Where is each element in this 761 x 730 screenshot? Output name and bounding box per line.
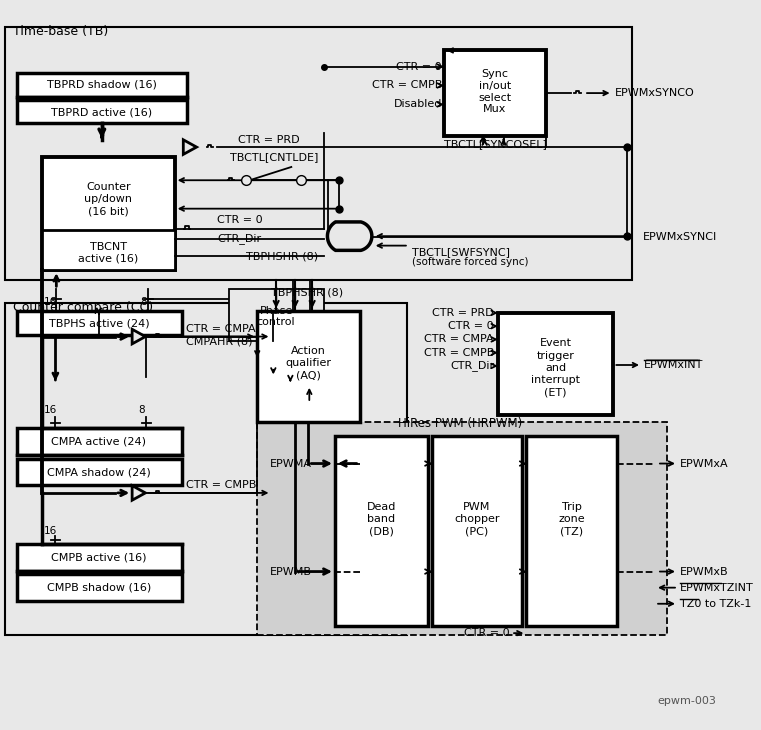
Text: Counter: Counter xyxy=(86,182,131,192)
Text: Action: Action xyxy=(291,346,326,356)
Text: CTR = CMPB: CTR = CMPB xyxy=(186,480,256,491)
Text: TBPRD shadow (16): TBPRD shadow (16) xyxy=(47,80,157,90)
FancyBboxPatch shape xyxy=(431,436,523,626)
Text: active (16): active (16) xyxy=(78,254,139,264)
Text: select: select xyxy=(479,93,511,103)
Text: 16: 16 xyxy=(44,296,57,307)
FancyBboxPatch shape xyxy=(444,50,546,136)
Text: CMPB shadow (16): CMPB shadow (16) xyxy=(47,583,151,593)
Text: CTR = 0: CTR = 0 xyxy=(218,215,263,225)
Text: EPWMxSYNCO: EPWMxSYNCO xyxy=(616,88,695,98)
Text: Counter compare (CC): Counter compare (CC) xyxy=(13,301,153,314)
Text: (AQ): (AQ) xyxy=(296,370,321,380)
FancyBboxPatch shape xyxy=(17,73,187,97)
FancyBboxPatch shape xyxy=(17,311,183,334)
Text: 8: 8 xyxy=(140,296,147,307)
Text: EPWMxTZINT: EPWMxTZINT xyxy=(680,583,753,593)
Text: Trip: Trip xyxy=(562,502,581,512)
Text: Phase: Phase xyxy=(260,306,293,316)
Text: CTR = CMPA: CTR = CMPA xyxy=(186,324,256,334)
Text: 8: 8 xyxy=(139,405,145,415)
Polygon shape xyxy=(132,485,145,500)
Text: TBCTL[SYNCOSEL]: TBCTL[SYNCOSEL] xyxy=(444,139,546,149)
Text: CTR = 0: CTR = 0 xyxy=(396,61,442,72)
Text: EPWMxA: EPWMxA xyxy=(680,458,728,469)
Text: Sync: Sync xyxy=(482,69,508,79)
Text: TBPHS active (24): TBPHS active (24) xyxy=(49,318,149,328)
FancyBboxPatch shape xyxy=(17,100,187,123)
FancyBboxPatch shape xyxy=(17,458,183,485)
Text: trigger: trigger xyxy=(537,350,575,361)
FancyBboxPatch shape xyxy=(5,304,407,635)
Text: CMPA active (24): CMPA active (24) xyxy=(52,437,146,447)
Text: CTR = CMPB: CTR = CMPB xyxy=(371,80,442,91)
FancyBboxPatch shape xyxy=(5,27,632,280)
Text: up/down: up/down xyxy=(84,194,132,204)
Text: 16: 16 xyxy=(44,526,57,536)
FancyBboxPatch shape xyxy=(257,311,359,422)
Text: band: band xyxy=(368,515,396,524)
Text: CMPB active (16): CMPB active (16) xyxy=(51,553,147,562)
Text: EPWMxB: EPWMxB xyxy=(680,566,728,577)
Text: Disabled: Disabled xyxy=(393,99,442,109)
Text: CMPAHR (8): CMPAHR (8) xyxy=(186,337,253,346)
Text: TBPRD active (16): TBPRD active (16) xyxy=(51,107,152,117)
Text: CTR_Dir: CTR_Dir xyxy=(218,234,262,245)
Text: control: control xyxy=(257,318,295,327)
Text: HiRes PWM (HRPWM): HiRes PWM (HRPWM) xyxy=(398,418,522,430)
FancyBboxPatch shape xyxy=(17,544,183,571)
Text: Event: Event xyxy=(540,338,572,348)
Text: EPWMB: EPWMB xyxy=(269,566,311,577)
Text: TBCNT: TBCNT xyxy=(90,242,127,252)
FancyBboxPatch shape xyxy=(527,436,617,626)
Text: (software forced sync): (software forced sync) xyxy=(412,257,528,266)
Text: CTR = 0: CTR = 0 xyxy=(448,321,494,331)
Text: (TZ): (TZ) xyxy=(560,527,584,537)
Text: (16 bit): (16 bit) xyxy=(88,207,129,217)
Polygon shape xyxy=(327,222,372,250)
FancyBboxPatch shape xyxy=(42,156,175,270)
Text: Dead: Dead xyxy=(367,502,396,512)
Text: EPWMxSYNCI: EPWMxSYNCI xyxy=(642,232,717,242)
FancyBboxPatch shape xyxy=(17,575,183,601)
Text: CTR = 0: CTR = 0 xyxy=(463,628,509,638)
Text: TZ0 to TZk-1: TZ0 to TZk-1 xyxy=(680,599,751,609)
FancyBboxPatch shape xyxy=(229,289,323,342)
Text: zone: zone xyxy=(559,515,585,524)
Text: PWM: PWM xyxy=(463,502,491,512)
Text: (DB): (DB) xyxy=(369,527,393,537)
Text: TBPHSHR (8): TBPHSHR (8) xyxy=(272,287,343,297)
Text: CTR = CMPB: CTR = CMPB xyxy=(424,347,494,358)
Text: CTR = PRD: CTR = PRD xyxy=(432,308,494,318)
FancyBboxPatch shape xyxy=(42,231,175,270)
Text: TBCTL[SWFSYNC]: TBCTL[SWFSYNC] xyxy=(412,247,510,257)
Text: EPWMA: EPWMA xyxy=(269,458,311,469)
Text: TBCTL[CNTLDE]: TBCTL[CNTLDE] xyxy=(230,153,318,163)
Text: in/out: in/out xyxy=(479,82,511,91)
Text: and: and xyxy=(545,363,566,373)
Text: 16: 16 xyxy=(44,405,57,415)
Text: qualifier: qualifier xyxy=(285,358,331,368)
Polygon shape xyxy=(132,329,145,344)
Text: CMPA shadow (24): CMPA shadow (24) xyxy=(47,467,151,477)
Text: CTR = CMPA: CTR = CMPA xyxy=(425,334,494,345)
Text: chopper: chopper xyxy=(454,515,500,524)
Text: (PC): (PC) xyxy=(466,527,489,537)
Text: CTR = PRD: CTR = PRD xyxy=(238,134,300,145)
FancyBboxPatch shape xyxy=(498,313,613,415)
Text: TBPHSHR (8): TBPHSHR (8) xyxy=(246,251,318,261)
Text: Time-base (TB): Time-base (TB) xyxy=(13,25,108,38)
Text: interrupt: interrupt xyxy=(531,375,580,385)
Text: Mux: Mux xyxy=(483,104,507,114)
FancyBboxPatch shape xyxy=(17,429,183,455)
Text: epwm-003: epwm-003 xyxy=(658,696,717,707)
FancyBboxPatch shape xyxy=(335,436,428,626)
Text: EPWMxINT: EPWMxINT xyxy=(644,360,703,370)
Polygon shape xyxy=(183,139,196,154)
Text: CTR_Dir: CTR_Dir xyxy=(450,361,494,372)
FancyBboxPatch shape xyxy=(257,422,667,635)
Text: (ET): (ET) xyxy=(544,388,567,397)
